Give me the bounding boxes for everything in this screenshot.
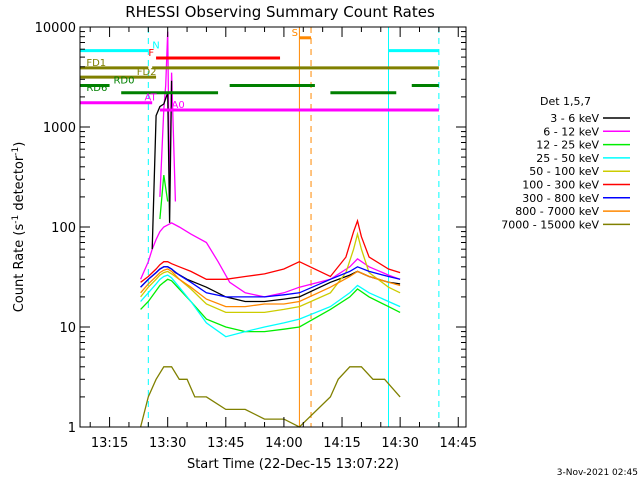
legend-label: 300 - 800 keV [522, 192, 599, 205]
flag-label: N [152, 41, 159, 52]
y-axis-label: Count Rate (s-1 detector-1) [11, 142, 27, 313]
legend-label: 12 - 25 keV [536, 139, 599, 152]
y-tick-label: 1000 [43, 121, 76, 136]
x-tick-label: 13:45 [207, 436, 244, 451]
x-tick-label: 14:15 [323, 436, 360, 451]
y-tick-label: 10000 [35, 21, 76, 36]
flag-label: AT [144, 93, 157, 104]
series-line [140, 274, 401, 338]
legend-label: 100 - 300 keV [522, 179, 599, 192]
series-line [139, 366, 401, 428]
flag-label: RD6 [86, 83, 107, 94]
spike-line [151, 80, 173, 250]
flag-label: A0 [172, 100, 185, 111]
series-line [140, 278, 401, 333]
y-axis: 1 10 100 1000 10000 [35, 21, 466, 436]
x-tick-label: 14:30 [381, 436, 418, 451]
series-line [140, 231, 401, 314]
flag-label: FD2 [137, 67, 157, 78]
x-tick-label: 14:45 [440, 436, 477, 451]
x-axis: 13:15 13:30 13:45 14:00 14:15 14:30 14:45 [89, 27, 477, 451]
flag-label: S [292, 28, 298, 39]
y-tick-label: 1 [68, 421, 76, 436]
legend-label: 3 - 6 keV [550, 112, 599, 125]
legend-label: 6 - 12 keV [543, 125, 599, 138]
x-tick-label: 13:30 [149, 436, 186, 451]
y-tick-label: 10 [59, 321, 76, 336]
series-line [140, 266, 401, 298]
series-line [140, 218, 401, 283]
spike-line [159, 175, 169, 220]
legend-label: 800 - 7000 keV [515, 205, 599, 218]
legend-label: 50 - 100 keV [529, 165, 599, 178]
x-tick-label: 14:00 [265, 436, 302, 451]
chart-title: RHESSI Observing Summary Count Rates [125, 3, 435, 21]
legend-title: Det 1,5,7 [540, 95, 591, 108]
generation-timestamp: 3-Nov-2021 02:45 [557, 468, 638, 478]
series-line [140, 268, 401, 308]
legend-label: 7000 - 15000 keV [501, 218, 599, 231]
y-tick-label: 100 [51, 221, 76, 236]
flag-label: FD1 [86, 58, 106, 69]
legend-label: 25 - 50 keV [536, 152, 599, 165]
x-axis-label: Start Time (22-Dec-15 13:07:22) [187, 457, 399, 472]
flag-label: RD0 [113, 76, 134, 87]
flag-label: F [148, 48, 154, 59]
series-line [140, 222, 401, 298]
x-tick-label: 13:15 [91, 436, 128, 451]
